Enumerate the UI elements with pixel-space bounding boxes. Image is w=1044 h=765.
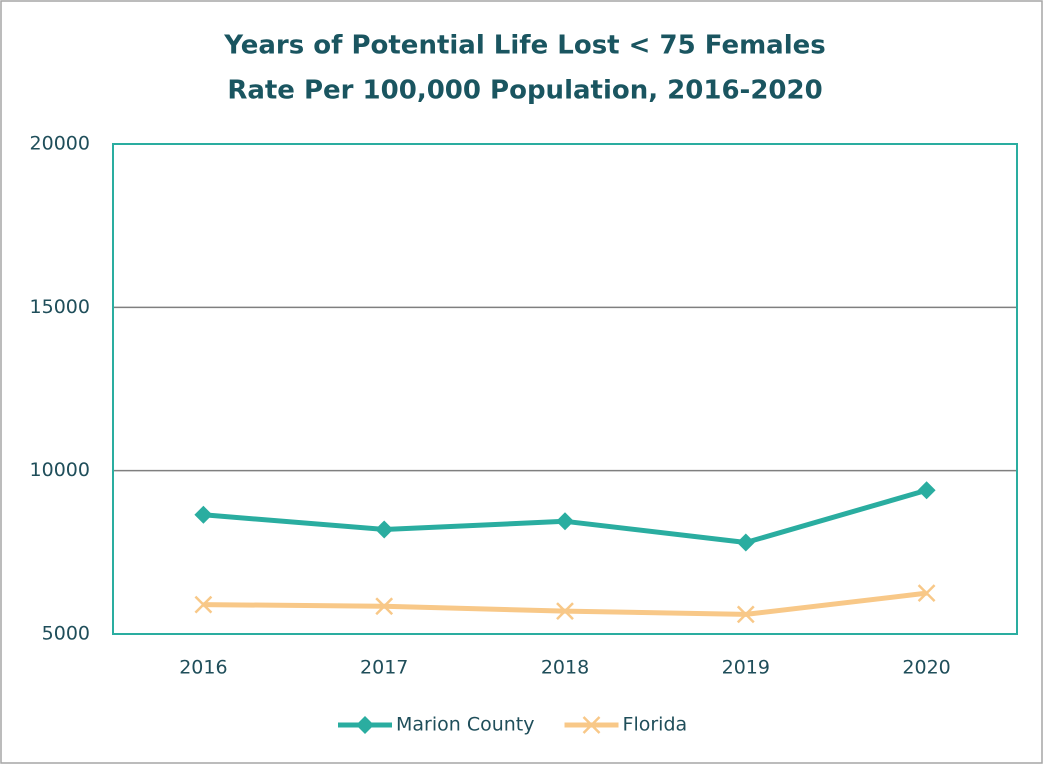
point: [556, 512, 574, 531]
y-tick-label: 10000: [30, 459, 90, 481]
y-tick-label: 15000: [30, 296, 90, 318]
x-tick-label: 2020: [902, 657, 950, 679]
point: [194, 505, 213, 524]
x-tick-label: 2017: [360, 657, 408, 679]
point: [917, 584, 936, 603]
x-tick-label: 2016: [179, 657, 227, 679]
point: [375, 597, 394, 616]
point: [917, 481, 936, 500]
legend-label: Marion County: [396, 714, 535, 736]
chart-title: Years of Potential Life Lost < 75 Female…: [223, 31, 825, 61]
point: [194, 595, 213, 614]
point: [356, 716, 374, 734]
y-tick-label: 5000: [42, 623, 90, 645]
point: [375, 520, 394, 539]
chart-title: Rate Per 100,000 Population, 2016-2020: [227, 76, 822, 106]
point: [556, 602, 574, 621]
point: [736, 605, 755, 624]
x-tick-label: 2019: [722, 657, 770, 679]
point: [736, 533, 755, 552]
x-tick-label: 2018: [541, 657, 589, 679]
plot-border: [112, 143, 1018, 635]
point: [582, 716, 601, 734]
legend-label: Florida: [623, 714, 688, 736]
y-tick-label: 20000: [30, 133, 90, 155]
